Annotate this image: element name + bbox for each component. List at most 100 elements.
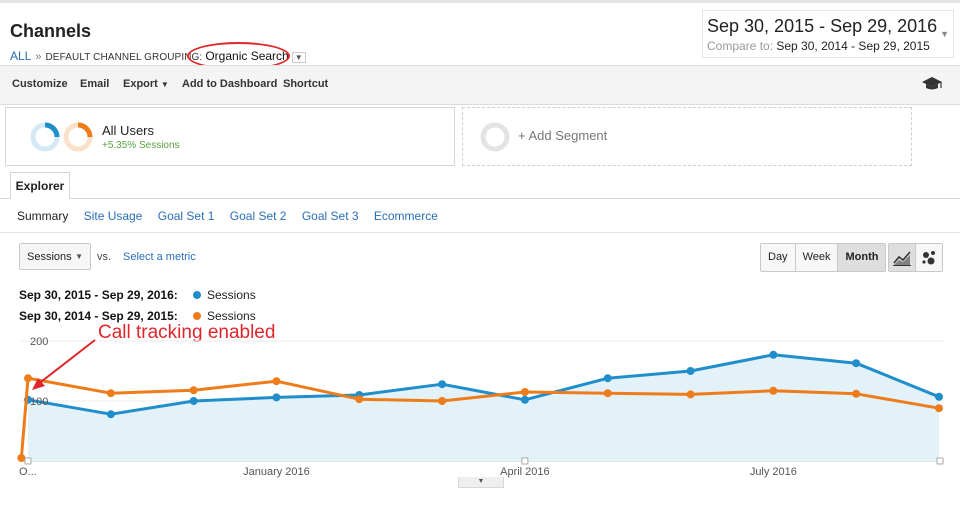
granularity-buttons: Day Week Month: [760, 243, 887, 272]
series-1-point: [355, 395, 364, 404]
graduation-cap-icon[interactable]: [922, 76, 942, 92]
series-0-point: [686, 367, 695, 375]
add-segment-button[interactable]: + Add Segment: [462, 107, 912, 166]
breadcrumb: ALL» DEFAULT CHANNEL GROUPING: Organic Se…: [10, 49, 306, 63]
legend-row-current: Sep 30, 2015 - Sep 29, 2016: Sessions: [19, 288, 256, 302]
explorer-subtabs: Summary Site Usage Goal Set 1 Goal Set 2…: [17, 209, 450, 223]
chevron-down-icon: ▼: [160, 80, 169, 89]
annotation-arrow-shaft: [36, 339, 96, 386]
legend-row-previous: Sep 30, 2014 - Sep 29, 2015: Sessions: [19, 309, 256, 323]
series-1-point: [935, 404, 943, 413]
series-0-point: [438, 380, 447, 389]
series-1-point: [769, 386, 778, 395]
breadcrumb-all-link[interactable]: ALL: [10, 49, 32, 63]
subtab-goal-set-3[interactable]: Goal Set 3: [301, 209, 359, 223]
chevron-down-icon: ▼: [75, 252, 83, 261]
series-0-point: [603, 374, 612, 383]
vs-label: vs.: [97, 251, 112, 263]
series-1-point: [272, 377, 281, 386]
breadcrumb-grouping-label: DEFAULT CHANNEL GROUPING:: [45, 52, 203, 63]
series-0-point: [852, 359, 861, 368]
motion-chart-button[interactable]: [916, 244, 942, 271]
subtab-site-usage[interactable]: Site Usage: [83, 209, 143, 223]
customize-button[interactable]: Customize: [12, 78, 68, 90]
subtab-summary[interactable]: Summary: [17, 209, 69, 223]
series-0-point: [189, 397, 198, 405]
series-1-point: [189, 386, 198, 395]
call-tracking-annotation-text: Call tracking enabled: [98, 322, 276, 343]
empty-segment-ring-icon: [480, 122, 510, 152]
export-label: Export: [123, 78, 158, 90]
metric-select-value: Sessions: [27, 251, 72, 263]
chart-type-buttons: [888, 243, 943, 272]
series-1-point: [438, 397, 447, 405]
chevron-down-icon[interactable]: ▼: [291, 52, 306, 63]
compare-label: Compare to:: [707, 39, 774, 53]
series-0-point: [520, 395, 529, 404]
segment-all-users-label: All Users: [102, 123, 155, 138]
series-0-point: [769, 350, 778, 359]
x-tick-label: January 2016: [243, 466, 310, 478]
page-title: Channels: [10, 21, 92, 41]
legend-dot-previous: [193, 312, 201, 320]
subtab-goal-set-2[interactable]: Goal Set 2: [229, 209, 287, 223]
granularity-day-button[interactable]: Day: [761, 244, 796, 271]
series-1-point: [603, 389, 612, 398]
sessions-line-chart: 100 200 O... January 2016 April 2016 July 201…: [17, 336, 944, 478]
series-1-point: [106, 389, 115, 398]
y-tick-label: 100: [30, 396, 48, 408]
legend-series-current: Sessions: [207, 288, 256, 302]
report-toolbar: Customize Email Export ▼ Add to Dashboar…: [0, 65, 960, 105]
x-tick-label: April 2016: [500, 466, 550, 478]
annotation-marker: [521, 457, 529, 465]
annotation-marker: [936, 457, 944, 465]
series-1-point: [520, 388, 529, 396]
x-tick-label: O...: [19, 466, 37, 478]
series-0-point: [935, 392, 943, 401]
add-segment-label: + Add Segment: [518, 128, 608, 143]
chart-collapse-handle[interactable]: ▼: [458, 477, 504, 488]
export-button[interactable]: Export ▼: [123, 78, 169, 90]
annotation-marker: [24, 457, 32, 465]
legend-dot-current: [193, 291, 201, 299]
email-button[interactable]: Email: [80, 78, 110, 90]
subtab-goal-set-1[interactable]: Goal Set 1: [157, 209, 215, 223]
granularity-month-button[interactable]: Month: [838, 244, 886, 271]
series-0-line: [27, 353, 940, 416]
section-divider: [0, 232, 960, 233]
legend-series-previous: Sessions: [207, 309, 256, 323]
date-range-picker[interactable]: Sep 30, 2015 - Sep 29, 2016 Compare to: …: [702, 10, 954, 58]
top-border: [0, 0, 960, 3]
tab-explorer[interactable]: Explorer: [10, 172, 70, 199]
series-1-point: [686, 390, 695, 399]
date-range-main: Sep 30, 2015 - Sep 29, 2016: [707, 16, 938, 36]
subtab-ecommerce[interactable]: Ecommerce: [373, 209, 438, 223]
series-0-point: [272, 393, 281, 402]
legend-range-previous: Sep 30, 2014 - Sep 29, 2015:: [19, 309, 178, 323]
motion-chart-icon: [922, 251, 935, 265]
tab-underline: [0, 198, 960, 199]
line-chart-button[interactable]: [889, 244, 916, 271]
breadcrumb-separator: »: [35, 51, 42, 63]
breadcrumb-selected-channel[interactable]: Organic Search: [205, 49, 289, 63]
date-range-compare: Compare to: Sep 30, 2014 - Sep 29, 2015: [707, 39, 930, 53]
metric-select[interactable]: Sessions ▼: [19, 243, 91, 270]
series-1-point: [852, 389, 861, 398]
granularity-week-button[interactable]: Week: [795, 244, 839, 271]
series-0-area: [28, 354, 939, 461]
segment-donut-icons: [30, 122, 93, 152]
segment-all-users[interactable]: All Users +5.35% Sessions: [5, 107, 455, 166]
chevron-down-icon: ▼: [940, 29, 949, 39]
series-1-point: [17, 454, 26, 462]
shortcut-button[interactable]: Shortcut: [283, 78, 329, 90]
y-tick-label: 200: [30, 336, 48, 348]
x-tick-label: July 2016: [750, 466, 797, 478]
add-to-dashboard-button[interactable]: Add to Dashboard: [182, 78, 278, 90]
series-0-point: [106, 410, 115, 419]
legend-range-current: Sep 30, 2015 - Sep 29, 2016:: [19, 288, 178, 302]
annotation-arrow-head: [32, 378, 45, 390]
segment-change-value: +5.35% Sessions: [102, 140, 180, 151]
select-metric-link[interactable]: Select a metric: [123, 251, 196, 263]
compare-range: Sep 30, 2014 - Sep 29, 2015: [776, 39, 930, 53]
line-chart-icon: [893, 251, 911, 266]
